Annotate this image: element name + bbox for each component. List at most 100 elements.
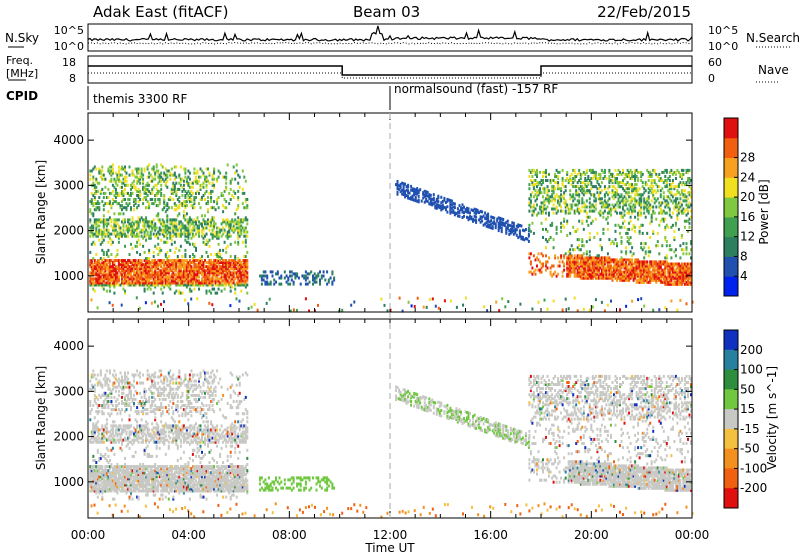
echo-cell bbox=[121, 204, 123, 208]
echo-cell bbox=[529, 270, 532, 274]
echo-cell bbox=[226, 232, 229, 236]
echo-cell bbox=[240, 218, 243, 222]
echo-cell bbox=[191, 257, 194, 260]
echo-cell bbox=[166, 220, 169, 224]
echo-cell bbox=[210, 224, 213, 228]
echo-cell bbox=[217, 273, 220, 277]
echo-cell bbox=[662, 278, 665, 282]
echo-cell bbox=[101, 248, 104, 252]
echo-cell bbox=[545, 227, 547, 231]
echo-cell bbox=[632, 266, 635, 270]
echo-cell bbox=[631, 246, 634, 250]
echo-cell bbox=[573, 260, 576, 264]
echo-cell bbox=[637, 179, 640, 182]
echo-cell bbox=[690, 215, 692, 219]
echo-cell bbox=[95, 230, 98, 234]
echo-cell bbox=[184, 200, 187, 204]
echo-cell bbox=[211, 283, 214, 287]
echo-cell bbox=[637, 260, 640, 264]
echo-cell bbox=[623, 203, 626, 207]
echo-cell bbox=[114, 273, 117, 277]
echo-cell bbox=[216, 253, 219, 256]
echo-cell bbox=[679, 181, 682, 185]
echo-cell bbox=[92, 212, 95, 216]
echo-cell bbox=[626, 258, 629, 262]
echo-cell bbox=[178, 181, 181, 185]
echo-cell bbox=[196, 263, 199, 267]
echo-cell bbox=[193, 279, 196, 283]
echo-cell bbox=[193, 271, 196, 275]
echo-cell bbox=[179, 202, 182, 206]
echo-cell bbox=[193, 273, 196, 277]
echo-cell bbox=[181, 232, 184, 236]
echo-cell bbox=[608, 209, 611, 213]
echo-cell bbox=[429, 201, 432, 204]
echo-cell bbox=[250, 305, 253, 309]
echo-cell bbox=[154, 228, 157, 232]
echo-cell bbox=[208, 171, 211, 175]
echo-cell bbox=[655, 278, 658, 282]
echo-cell bbox=[619, 274, 621, 278]
echo-cell bbox=[536, 191, 538, 195]
echo-cell bbox=[229, 242, 232, 246]
echo-cell bbox=[585, 258, 588, 262]
echo-cell bbox=[217, 283, 220, 287]
echo-cell bbox=[89, 281, 92, 285]
echo-cell bbox=[240, 267, 243, 271]
echo-cell bbox=[617, 183, 620, 187]
echo-cell bbox=[173, 208, 176, 212]
echo-cell bbox=[234, 218, 237, 222]
echo-cell bbox=[96, 273, 99, 277]
echo-cell bbox=[632, 223, 635, 227]
echo-cell bbox=[614, 260, 617, 264]
echo-cell bbox=[110, 218, 113, 222]
echo-cell bbox=[175, 265, 178, 269]
echo-cell bbox=[154, 244, 157, 248]
echo-cell bbox=[108, 259, 111, 263]
echo-cell bbox=[142, 267, 145, 271]
echo-cell bbox=[599, 276, 602, 280]
echo-cell bbox=[597, 183, 600, 187]
echo-cell bbox=[166, 279, 169, 283]
echo-cell bbox=[240, 261, 243, 265]
echo-cell bbox=[140, 279, 143, 283]
echo-cell bbox=[152, 273, 155, 277]
echo-cell bbox=[467, 218, 470, 222]
echo-cell bbox=[184, 263, 187, 267]
echo-cell bbox=[154, 173, 157, 177]
echo-cell bbox=[217, 267, 220, 271]
echo-cell bbox=[151, 261, 154, 265]
echo-cell bbox=[98, 228, 101, 232]
echo-cell bbox=[665, 168, 668, 172]
echo-cell bbox=[195, 220, 197, 224]
echo-cell bbox=[178, 261, 181, 265]
echo-cell bbox=[184, 218, 187, 222]
echo-cell bbox=[124, 165, 126, 169]
echo-cell bbox=[116, 279, 119, 283]
echo-cell bbox=[92, 281, 95, 285]
echo-cell bbox=[552, 187, 555, 191]
echo-cell bbox=[623, 264, 626, 268]
echo-cell bbox=[90, 200, 93, 204]
echo-cell bbox=[443, 196, 446, 200]
echo-cell bbox=[164, 255, 167, 258]
echo-cell bbox=[655, 172, 658, 176]
echo-cell bbox=[223, 228, 226, 232]
echo-cell bbox=[597, 177, 600, 180]
echo-cell bbox=[211, 287, 214, 291]
echo-cell bbox=[225, 206, 228, 210]
echo-cell bbox=[312, 276, 314, 280]
echo-cell bbox=[119, 283, 122, 287]
echo-cell bbox=[579, 185, 582, 189]
echo-cell bbox=[237, 198, 240, 201]
echo-cell bbox=[176, 275, 179, 279]
echo-cell bbox=[167, 265, 170, 269]
echo-cell bbox=[169, 287, 172, 291]
echo-cell bbox=[485, 215, 488, 219]
echo-cell bbox=[590, 256, 593, 260]
echo-cell bbox=[524, 237, 527, 240]
echo-cell bbox=[179, 283, 182, 287]
echo-cell bbox=[623, 177, 626, 180]
cpid-segment-1: themis 3300 RF bbox=[93, 92, 187, 106]
echo-cell bbox=[581, 270, 584, 274]
